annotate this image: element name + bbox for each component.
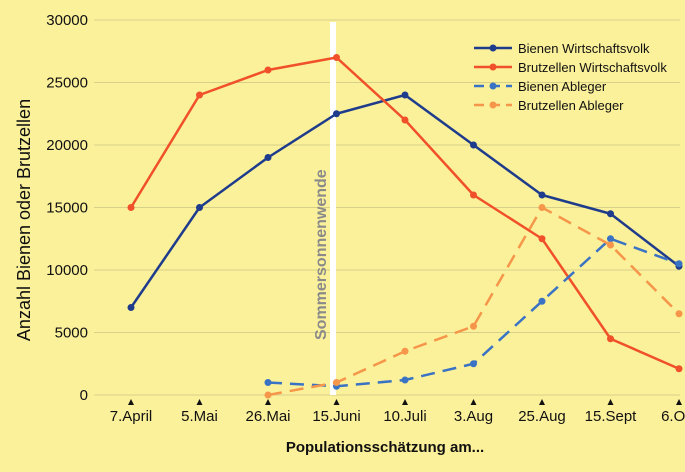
y-tick-label: 10000 <box>46 262 88 279</box>
data-point <box>333 54 340 61</box>
data-point <box>470 322 477 330</box>
x-tick-label: 6.Okt <box>661 408 685 425</box>
x-tick-label: 26.Mai <box>245 408 290 425</box>
y-axis-label: Anzahl Bienen oder Brutzellen <box>14 99 34 341</box>
solstice-annotation: Sommersonnenwende <box>313 169 330 340</box>
data-point <box>127 304 135 311</box>
x-tick-mark <box>333 399 340 405</box>
data-point <box>607 210 614 218</box>
data-point <box>401 91 409 99</box>
x-tick-label: 10.Juli <box>383 408 426 425</box>
data-point <box>538 204 546 211</box>
legend-marker <box>489 101 497 109</box>
y-axis-ticks: 0 5000 10000 15000 20000 25000 30000 <box>46 12 88 404</box>
legend-marker <box>489 44 497 52</box>
data-point <box>401 376 409 384</box>
x-tick-mark <box>265 399 271 405</box>
y-tick-label: 20000 <box>46 137 88 154</box>
data-point <box>264 66 272 74</box>
x-tick-label: 15.Juni <box>312 408 360 425</box>
data-point <box>675 260 683 268</box>
data-point <box>333 379 340 386</box>
data-point <box>333 110 340 118</box>
data-point <box>607 235 614 243</box>
y-tick-label: 30000 <box>46 12 88 29</box>
legend-label: Brutzellen Wirtschaftsvolk <box>518 60 667 75</box>
x-tick-label: 3.Aug <box>454 408 493 425</box>
data-point <box>538 235 546 243</box>
x-tick-mark <box>539 399 545 405</box>
series-line <box>129 93 680 309</box>
data-point <box>401 347 409 355</box>
data-point <box>538 191 546 199</box>
series-1 <box>127 54 683 373</box>
x-tick-label: 7.April <box>110 408 153 425</box>
y-tick-label: 25000 <box>46 75 88 92</box>
legend-label: Brutzellen Ableger <box>518 98 624 113</box>
x-tick-mark <box>128 399 134 405</box>
data-point <box>401 116 409 124</box>
data-point <box>607 241 614 249</box>
data-point <box>196 204 203 211</box>
legend-marker <box>489 82 497 90</box>
legend-label: Bienen Ableger <box>518 79 607 94</box>
data-point <box>127 204 135 211</box>
x-tick-label: 5.Mai <box>181 408 218 425</box>
data-point <box>264 391 272 399</box>
data-point <box>264 379 272 386</box>
data-point <box>538 297 546 305</box>
data-point <box>196 91 203 99</box>
series-lines <box>127 54 683 399</box>
x-tick-mark <box>402 399 408 405</box>
x-tick-mark <box>470 399 477 405</box>
series-2 <box>264 235 683 390</box>
data-point <box>264 154 272 161</box>
legend: Bienen Wirtschaftsvolk Brutzellen Wirtsch… <box>474 41 667 113</box>
y-tick-label: 0 <box>80 387 88 404</box>
y-tick-label: 15000 <box>46 200 88 217</box>
x-axis-ticks: 7.April 5.Mai 26.Mai 15.Juni 10.Juli 3.Aug 25.… <box>110 399 685 425</box>
data-point <box>675 365 683 373</box>
series-3 <box>264 204 683 399</box>
x-tick-mark <box>607 399 614 405</box>
legend-marker <box>489 63 497 71</box>
x-tick-mark <box>196 399 203 405</box>
grid <box>94 19 680 396</box>
x-axis-label: Populationsschätzung am... <box>286 439 484 456</box>
data-point <box>675 310 683 318</box>
y-tick-label: 5000 <box>55 325 88 342</box>
data-point <box>470 141 477 149</box>
x-tick-label: 25.Aug <box>518 408 566 425</box>
x-tick-label: 15.Sept <box>585 408 638 425</box>
data-point <box>470 191 477 199</box>
x-tick-mark <box>676 399 682 405</box>
data-point <box>607 335 614 343</box>
series-0 <box>127 91 683 311</box>
legend-label: Bienen Wirtschaftsvolk <box>518 41 650 56</box>
data-point <box>470 360 477 368</box>
